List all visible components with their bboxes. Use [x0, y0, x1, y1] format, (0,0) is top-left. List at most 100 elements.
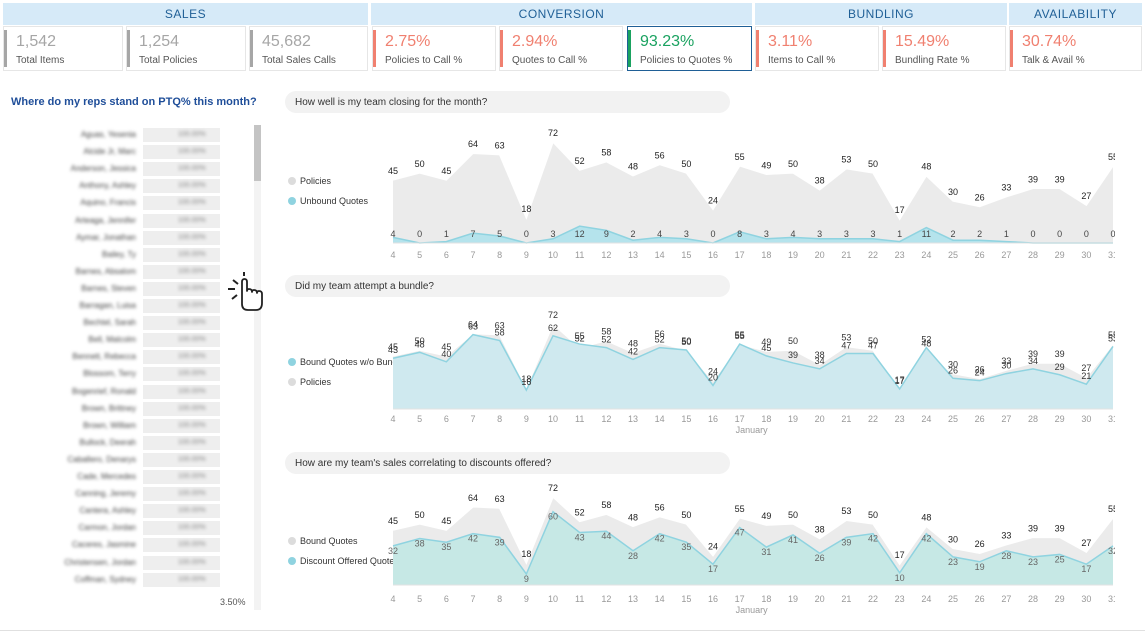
- kpi-card[interactable]: 30.74% Talk & Avail %: [1009, 26, 1142, 71]
- data-label: 38: [815, 350, 825, 360]
- rep-ptq-bar[interactable]: [143, 384, 220, 399]
- rep-ptq-bar[interactable]: [143, 264, 220, 279]
- legend-item[interactable]: Discount Offered Quotes: [288, 556, 399, 566]
- x-tick-label: 6: [444, 594, 449, 604]
- rep-ptq-bar[interactable]: [143, 316, 220, 331]
- data-label: 26: [975, 193, 985, 203]
- rep-ptq-bar[interactable]: [143, 538, 220, 553]
- x-tick-label: 15: [681, 594, 691, 604]
- legend-item[interactable]: Bound Quotes: [288, 536, 358, 546]
- rep-name: Bailey, Ty: [102, 249, 136, 259]
- rep-ptq-bar[interactable]: [143, 299, 220, 313]
- data-label: 50: [868, 510, 878, 520]
- rep-ptq-bar[interactable]: [143, 487, 220, 502]
- rep-ptq-bar[interactable]: [143, 162, 220, 177]
- rep-name: Brown, Brittney: [81, 403, 136, 413]
- rep-ptq-bar[interactable]: [143, 281, 220, 296]
- kpi-card[interactable]: 15.49% Bundling Rate %: [882, 26, 1006, 71]
- data-label: 55: [1108, 152, 1115, 162]
- data-label: 3: [844, 229, 849, 239]
- rep-ptq-bar[interactable]: [143, 333, 220, 348]
- rep-ptq-bar[interactable]: [143, 452, 220, 467]
- x-tick-label: 26: [975, 250, 985, 260]
- legend-item[interactable]: Bound Quotes w/o Bundle: [288, 357, 405, 367]
- kpi-card[interactable]: 1,254 Total Policies: [126, 26, 246, 71]
- data-label: 19: [975, 562, 985, 572]
- rep-list-scrollbar-thumb[interactable]: [254, 125, 261, 181]
- data-label: 32: [388, 546, 398, 556]
- data-label: 30: [948, 534, 958, 544]
- data-label: 55: [735, 330, 745, 340]
- legend-swatch-teal: [288, 358, 296, 366]
- legend-label: Bound Quotes w/o Bundle: [300, 357, 405, 367]
- data-label: 52: [655, 335, 665, 345]
- legend-label: Bound Quotes: [300, 536, 358, 546]
- x-tick-label: 19: [788, 594, 798, 604]
- data-label: 50: [788, 336, 798, 346]
- data-label: 53: [841, 332, 851, 342]
- rep-ptq-bar[interactable]: [143, 145, 220, 160]
- rep-ptq-bar[interactable]: [143, 401, 220, 416]
- rep-name: Bullock, Deerah: [79, 437, 136, 447]
- rep-ptq-bar[interactable]: [143, 435, 220, 450]
- kpi-card[interactable]: 2.75% Policies to Call %: [372, 26, 496, 71]
- chart3-question: How are my team's sales correlating to d…: [285, 452, 730, 474]
- series-area: [393, 334, 1113, 409]
- rep-list[interactable]: Aguas, Yesenia 100.00% Alcide Jr, Marc 100.…: [0, 128, 260, 613]
- kpi-card[interactable]: 2.94% Quotes to Call %: [499, 26, 623, 71]
- legend-item[interactable]: Policies: [288, 377, 331, 387]
- x-tick-label: 27: [1001, 250, 1011, 260]
- rep-ptq-bar[interactable]: [143, 555, 220, 570]
- x-tick-label: 4: [390, 414, 395, 424]
- rep-ptq-bar[interactable]: [143, 572, 220, 587]
- rep-ptq-bar[interactable]: [143, 196, 220, 211]
- data-label: 33: [1001, 183, 1011, 193]
- legend-item[interactable]: Unbound Quotes: [288, 196, 368, 206]
- kpi-label: Bundling Rate %: [895, 55, 970, 66]
- x-tick-label: 15: [681, 414, 691, 424]
- data-label: 17: [708, 564, 718, 574]
- data-label: 23: [1028, 557, 1038, 567]
- rep-ptq-value: 100.00%: [178, 148, 206, 156]
- rep-ptq-bar[interactable]: [143, 418, 220, 433]
- series-area: [393, 142, 1113, 243]
- data-label: 49: [761, 160, 771, 170]
- data-label: 39: [1028, 523, 1038, 533]
- rep-name: Aquino, Francis: [80, 198, 136, 208]
- kpi-card[interactable]: 93.23% Policies to Quotes %: [627, 26, 752, 71]
- rep-ptq-bar[interactable]: [143, 367, 220, 382]
- data-label: 17: [895, 550, 905, 560]
- rep-ptq-bar[interactable]: [143, 470, 220, 484]
- x-tick-label: 5: [417, 414, 422, 424]
- rep-ptq-bar[interactable]: [143, 128, 220, 142]
- data-label: 39: [841, 537, 851, 547]
- data-label: 18: [521, 374, 531, 384]
- kpi-value: 3.11%: [768, 33, 813, 50]
- rep-ptq-bar[interactable]: [143, 179, 220, 194]
- rep-ptq-bar[interactable]: [143, 350, 220, 365]
- legend-item[interactable]: Policies: [288, 176, 331, 186]
- rep-ptq-bar[interactable]: [143, 213, 220, 228]
- rep-list-scrollbar-track[interactable]: [254, 125, 261, 610]
- data-label: 39: [495, 537, 505, 547]
- rep-ptq-bar[interactable]: [143, 504, 220, 519]
- rep-name: Barragan, Luisa: [79, 301, 136, 310]
- rep-ptq-bar[interactable]: [143, 521, 220, 536]
- kpi-label: Items to Call %: [768, 55, 836, 66]
- kpi-card[interactable]: 3.11% Items to Call %: [755, 26, 879, 71]
- rep-name: Bell, Malcolm: [88, 335, 136, 345]
- data-label: 42: [868, 534, 878, 544]
- data-label: 17: [895, 205, 905, 215]
- data-label: 39: [1028, 349, 1038, 359]
- data-label: 0: [1110, 229, 1115, 239]
- rep-ptq-value: 100.00%: [178, 473, 206, 480]
- rep-ptq-bar[interactable]: [143, 230, 220, 245]
- data-label: 50: [681, 159, 691, 169]
- data-label: 43: [388, 345, 398, 355]
- kpi-card[interactable]: 45,682 Total Sales Calls: [249, 26, 368, 71]
- rep-ptq-bar[interactable]: [143, 247, 220, 262]
- kpi-card[interactable]: 1,542 Total Items: [3, 26, 123, 71]
